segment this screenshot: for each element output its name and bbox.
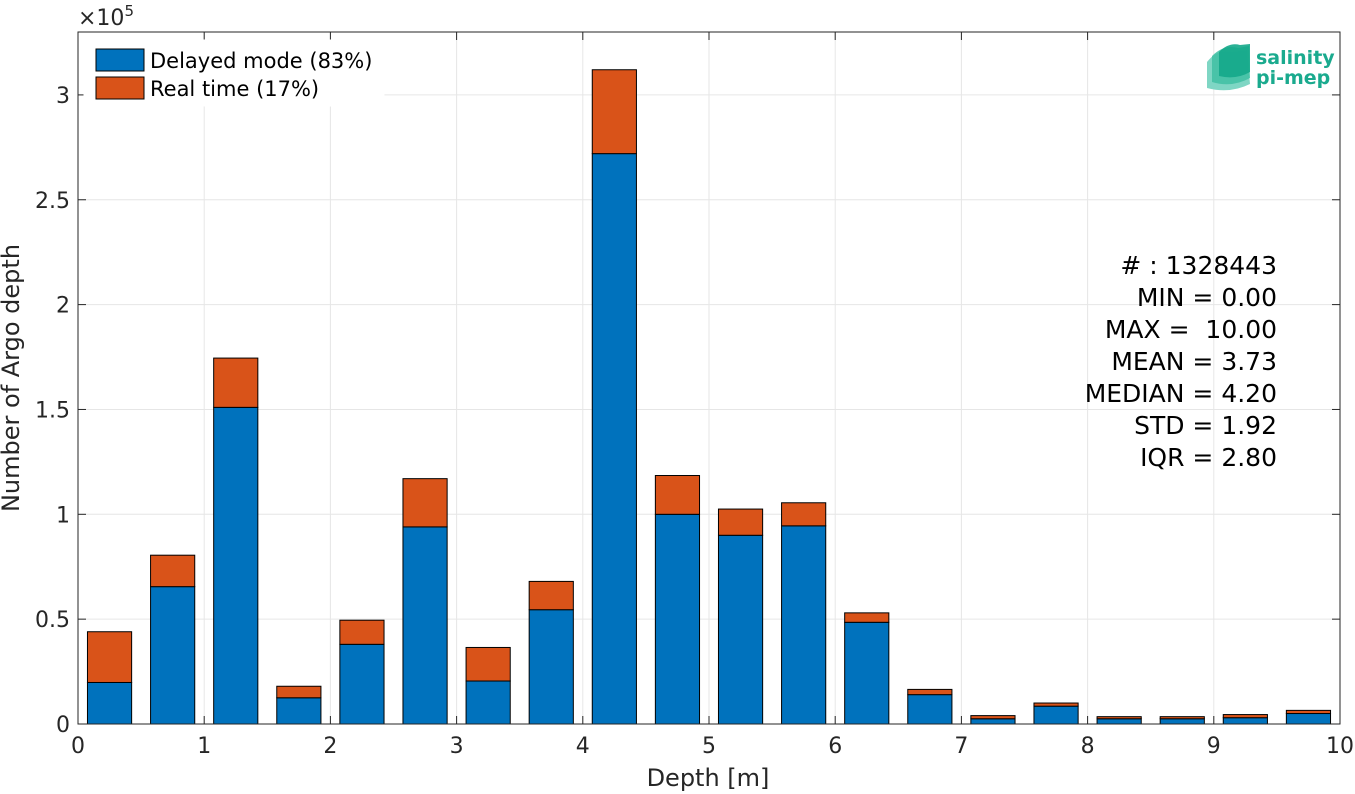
stat-median: MEDIAN = 4.20: [1085, 379, 1277, 408]
bar-delayed-mode: [970, 718, 1016, 725]
legend: Delayed mode (83%) Real time (17%): [83, 39, 385, 107]
x-tick-label: 1: [197, 734, 211, 759]
bar-delayed-mode: [339, 643, 385, 725]
x-tick-label: 0: [71, 734, 85, 759]
bar-real-time: [970, 715, 1016, 720]
bar-delayed-mode: [528, 609, 574, 725]
bar-real-time: [717, 508, 764, 536]
stat-min: MIN = 0.00: [1137, 283, 1277, 312]
x-tick-label: 7: [954, 734, 968, 759]
x-tick-label: 3: [450, 734, 464, 759]
y-exponent-base: ×10: [78, 6, 124, 31]
stat-std: STD = 1.92: [1134, 411, 1277, 440]
bar-delayed-mode: [402, 526, 448, 725]
x-tick-label: 9: [1207, 734, 1221, 759]
bar-delayed-mode: [1222, 717, 1268, 725]
bar-delayed-mode: [213, 406, 259, 725]
x-tick-label: 2: [323, 734, 337, 759]
y-axis-label: Number of Argo depth: [0, 244, 25, 512]
bars: [86, 69, 1332, 725]
bar-real-time: [1159, 716, 1205, 720]
y-tick-labels: 0 0.5 1 1.5 2 2.5 3: [35, 84, 70, 738]
bar-real-time: [781, 502, 827, 527]
bar-real-time: [591, 69, 637, 155]
y-exponent-power: 5: [124, 2, 134, 20]
bar-delayed-mode: [150, 586, 196, 725]
y-tick-label: 0: [56, 713, 70, 738]
bar-delayed-mode: [591, 153, 637, 725]
bar-delayed-mode: [465, 680, 511, 725]
bar-real-time: [150, 554, 196, 588]
bar-delayed-mode: [781, 525, 827, 725]
x-tick-label: 10: [1326, 734, 1354, 759]
stat-iqr: IQR = 2.80: [1140, 443, 1277, 472]
bar-real-time: [907, 688, 953, 696]
x-tick-labels: 0 1 2 3 4 5 6 7 8 9 10: [71, 734, 1354, 759]
legend-label-real-time: Real time (17%): [150, 77, 319, 101]
stats-annotation: # : 1328443 MIN = 0.00 MAX = 10.00 MEAN …: [1085, 251, 1277, 472]
bar-real-time: [402, 478, 448, 528]
bar-real-time: [654, 475, 701, 515]
grid: [77, 32, 1341, 725]
bar-real-time: [1285, 709, 1332, 715]
y-tick-label: 3: [56, 84, 70, 109]
bar-delayed-mode: [1033, 705, 1079, 725]
salinity-pimep-logo: salinity pi-mep: [1207, 44, 1335, 91]
y-tick-label: 0.5: [35, 608, 70, 633]
y-tick-label: 2.5: [35, 189, 70, 214]
bar-real-time: [213, 357, 259, 408]
bar-real-time: [339, 619, 385, 645]
bar-delayed-mode: [654, 513, 701, 725]
x-tick-label: 5: [702, 734, 716, 759]
logo-text-salinity: salinity: [1256, 47, 1335, 69]
x-tick-label: 4: [576, 734, 590, 759]
bar-real-time: [528, 580, 574, 611]
bar-real-time: [1222, 714, 1268, 719]
bar-delayed-mode: [276, 697, 322, 725]
y-tick-label: 1: [56, 503, 70, 528]
legend-swatch-delayed-mode: [95, 48, 145, 72]
bar-real-time: [1096, 716, 1142, 720]
bar-delayed-mode: [907, 694, 953, 725]
logo-text-pimep: pi-mep: [1256, 67, 1330, 89]
bar-delayed-mode: [1096, 718, 1142, 725]
bar-real-time: [844, 612, 890, 623]
wave-icon: [1207, 44, 1250, 91]
legend-swatch-real-time: [95, 76, 145, 100]
bar-delayed-mode: [1159, 718, 1205, 725]
legend-label-delayed-mode: Delayed mode (83%): [150, 49, 372, 73]
x-tick-label: 8: [1081, 734, 1095, 759]
y-exponent-label: ×105: [78, 2, 134, 31]
x-axis-label: Depth [m]: [647, 764, 770, 792]
x-tick-label: 6: [828, 734, 842, 759]
bar-real-time: [465, 646, 511, 682]
stat-mean: MEAN = 3.73: [1111, 347, 1277, 376]
bar-real-time: [1033, 702, 1079, 707]
bar-delayed-mode: [717, 534, 764, 725]
bar-real-time: [276, 685, 322, 699]
bar-delayed-mode: [1285, 713, 1332, 725]
y-tick-label: 2: [56, 294, 70, 319]
y-tick-label: 1.5: [35, 398, 70, 423]
bar-delayed-mode: [86, 681, 133, 725]
bar-real-time: [86, 631, 133, 683]
stat-count: # : 1328443: [1120, 251, 1277, 280]
bar-delayed-mode: [844, 621, 890, 725]
stat-max: MAX = 10.00: [1105, 315, 1277, 344]
